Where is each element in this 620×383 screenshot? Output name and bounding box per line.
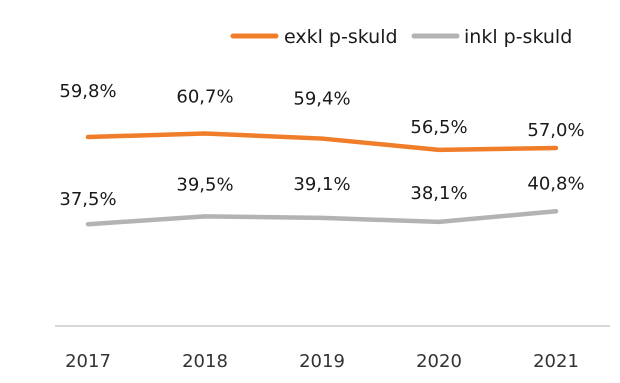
- legend-label-exkl: exkl p-skuld: [284, 26, 398, 48]
- x-tick-label: 2018: [182, 351, 228, 372]
- x-axis-ticks: 2017 2018 2019 2020 2021: [65, 351, 579, 372]
- data-point-1-2: [320, 215, 324, 220]
- data-label-1-1: 39,5%: [176, 174, 233, 195]
- legend: exkl p-skuld inkl p-skuld: [230, 26, 572, 48]
- data-label-1-4: 40,8%: [527, 173, 584, 194]
- series-line-0: [85, 131, 559, 153]
- data-label-1-0: 37,5%: [59, 189, 116, 210]
- data-point-1-3: [437, 219, 441, 224]
- data-point-0-3: [437, 147, 441, 152]
- data-label-0-2: 59,4%: [293, 89, 350, 110]
- data-label-1-2: 39,1%: [293, 174, 350, 195]
- legend-label-inkl: inkl p-skuld: [464, 26, 572, 48]
- data-point-0-1: [203, 131, 207, 136]
- data-label-0-1: 60,7%: [176, 86, 233, 107]
- data-point-0-0: [86, 135, 90, 139]
- data-point-0-4: [554, 145, 558, 150]
- data-label-0-3: 56,5%: [410, 117, 467, 138]
- x-tick-label: 2020: [416, 351, 462, 372]
- x-tick-label: 2021: [533, 351, 579, 372]
- data-label-0-0: 59,8%: [59, 81, 116, 102]
- data-label-0-4: 57,0%: [527, 120, 584, 141]
- data-point-0-2: [320, 136, 324, 141]
- data-point-1-1: [203, 214, 207, 219]
- series-layer: 59,8% 60,7% 59,4% 56,5% 57,0% 37,5% 39,5% 39,1%…: [59, 81, 585, 227]
- x-tick-label: 2019: [299, 351, 345, 372]
- data-point-1-0: [86, 222, 90, 227]
- data-point-1-4: [554, 209, 558, 214]
- x-tick-label: 2017: [65, 351, 111, 372]
- data-label-1-3: 38,1%: [410, 183, 467, 204]
